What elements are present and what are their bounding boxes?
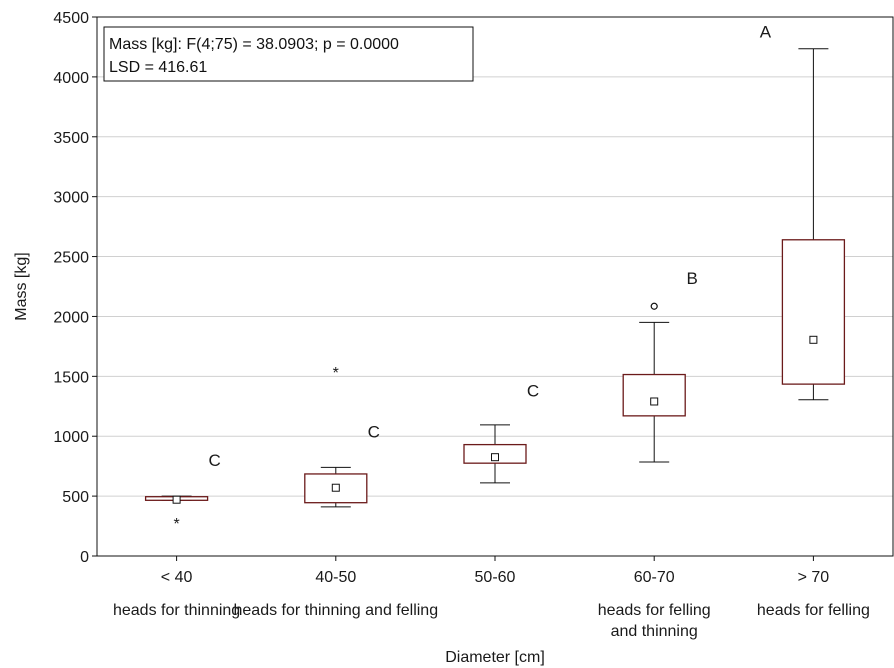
category-group-3 — [463, 424, 527, 484]
gridlines — [97, 76, 893, 497]
group-letter-3: C — [527, 382, 539, 401]
x-category-description: and thinning — [611, 623, 698, 640]
statistics-f-test-text: Mass [kg]: F(4;75) = 38.0903; p = 0.0000 — [109, 36, 399, 53]
x-axis-title: Diameter [cm] — [445, 649, 545, 666]
outlier-point — [650, 302, 658, 310]
category-group-4 — [622, 302, 686, 463]
category-group-1: * — [144, 495, 209, 533]
y-tick-label: 3000 — [53, 190, 89, 207]
y-tick-label: 3500 — [53, 130, 89, 147]
box-plot-series: ** — [144, 48, 846, 533]
y-tick-label: 1000 — [53, 429, 89, 446]
y-tick-label: 4000 — [53, 70, 89, 87]
y-axis-title: Mass [kg] — [13, 252, 30, 320]
median-marker — [491, 453, 499, 462]
group-letter-5: A — [760, 22, 772, 41]
chart-labels: 0 500 1000 1500 2000 2500 3000 3500 4000 4500 C < 4… — [53, 10, 869, 640]
y-tick-label: 2000 — [53, 309, 89, 326]
y-tick-label: 2500 — [53, 250, 89, 267]
box-iqr — [781, 239, 846, 385]
group-letter-1: C — [208, 451, 220, 470]
x-category-description: heads for thinning and felling — [234, 602, 439, 619]
extreme-point: * — [333, 365, 339, 382]
x-tick-label: 60-70 — [634, 569, 675, 586]
group-letter-4: B — [687, 269, 698, 288]
median-marker — [172, 495, 181, 504]
x-category-description: heads for thinning — [113, 602, 240, 619]
statistics-box-frame — [103, 26, 474, 82]
x-tick-label: 40-50 — [315, 569, 356, 586]
y-tick-label: 4500 — [53, 10, 89, 27]
box-iqr — [622, 373, 686, 417]
x-tick-label: < 40 — [161, 569, 193, 586]
statistics-annotation: Mass [kg]: F(4;75) = 38.0903; p = 0.0000… — [103, 26, 474, 82]
y-tick-label: 1500 — [53, 369, 89, 386]
statistics-lsd-text: LSD = 416.61 — [109, 59, 207, 76]
x-tick-label: 50-60 — [475, 569, 516, 586]
x-tick-label: > 70 — [798, 569, 830, 586]
median-marker — [809, 335, 818, 344]
median-marker — [650, 397, 659, 406]
extreme-point: * — [173, 516, 179, 533]
x-category-description: heads for felling — [598, 602, 711, 619]
category-group-2: * — [304, 365, 368, 508]
y-tick-label: 0 — [80, 549, 89, 566]
y-tick-label: 500 — [62, 489, 89, 506]
group-letter-2: C — [368, 422, 380, 441]
category-group-5 — [781, 48, 846, 401]
median-marker — [331, 483, 340, 492]
x-category-description: heads for felling — [757, 602, 870, 619]
axes — [92, 16, 894, 561]
